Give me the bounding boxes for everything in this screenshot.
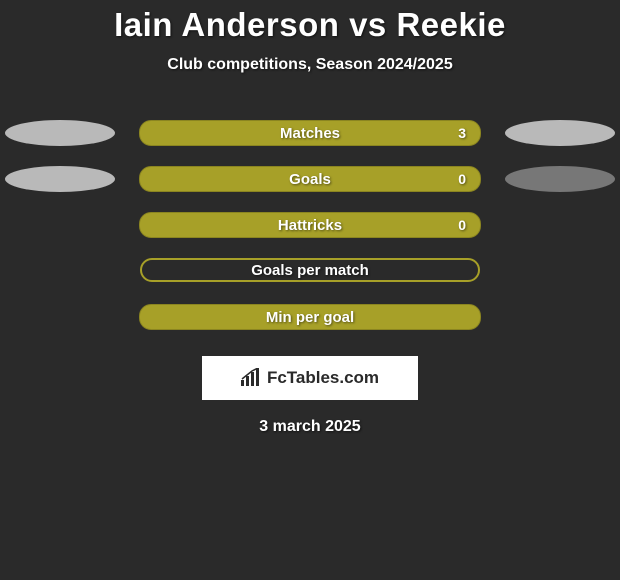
footer-date: 3 march 2025: [0, 418, 620, 436]
stat-bar: Min per goal: [139, 304, 481, 330]
stat-bar: Goals 0: [139, 166, 481, 192]
stat-row: Goals per match: [0, 258, 620, 304]
comparison-infographic: Iain Anderson vs Reekie Club competition…: [0, 0, 620, 580]
stat-row: Goals 0: [0, 166, 620, 212]
brand-footer: FcTables.com: [202, 356, 418, 400]
right-ellipse: [505, 120, 615, 146]
page-title: Iain Anderson vs Reekie: [0, 0, 620, 44]
stat-row: Min per goal: [0, 304, 620, 350]
page-subtitle: Club competitions, Season 2024/2025: [0, 56, 620, 74]
left-ellipse: [5, 166, 115, 192]
stat-value: 0: [458, 171, 466, 187]
stat-label: Matches: [280, 125, 340, 142]
bar-chart-icon: [241, 368, 263, 388]
brand-text: FcTables.com: [267, 368, 379, 388]
stat-row: Hattricks 0: [0, 212, 620, 258]
stat-label: Min per goal: [266, 309, 354, 326]
right-ellipse: [505, 166, 615, 192]
stat-label: Goals: [289, 171, 331, 188]
stat-bar: Hattricks 0: [139, 212, 481, 238]
stat-label: Goals per match: [251, 262, 369, 279]
stat-row: Matches 3: [0, 120, 620, 166]
stat-value: 0: [458, 217, 466, 233]
stat-value: 3: [458, 125, 466, 141]
stat-bar: Goals per match: [140, 258, 480, 282]
stats-block: Matches 3 Goals 0 Hattricks 0 Goals per match M…: [0, 120, 620, 350]
left-ellipse: [5, 120, 115, 146]
stat-bar: Matches 3: [139, 120, 481, 146]
stat-label: Hattricks: [278, 217, 342, 234]
